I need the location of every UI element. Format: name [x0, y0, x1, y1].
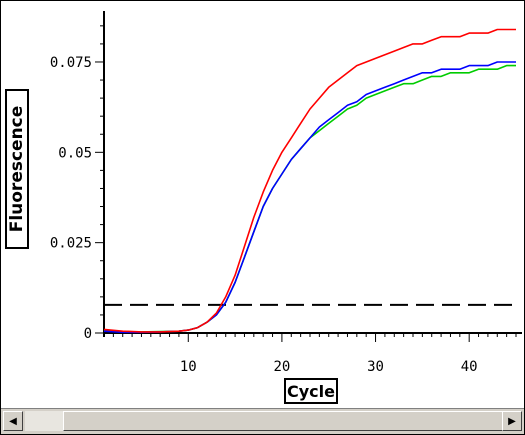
- x-tick-label: 40: [461, 359, 478, 375]
- x-tick-label: 30: [367, 359, 384, 375]
- series-line: [103, 61, 516, 334]
- y-tick-label: 0.05: [58, 145, 92, 161]
- chevron-right-icon: ▶: [508, 415, 516, 427]
- chevron-left-icon: ◀: [9, 415, 17, 427]
- scroll-left-button[interactable]: ◀: [3, 411, 23, 431]
- series-line: [103, 64, 516, 333]
- x-axis-title-text: Cycle: [287, 381, 335, 401]
- series-line: [103, 28, 516, 333]
- y-axis-title: Fluorescence: [5, 89, 29, 249]
- scrollbar-track[interactable]: [25, 411, 503, 431]
- scroll-right-button[interactable]: ▶: [502, 411, 522, 431]
- x-axis-title: Cycle: [284, 378, 338, 404]
- y-axis-title-text: Fluorescence: [7, 105, 27, 233]
- horizontal-scrollbar[interactable]: ◀ ▶: [1, 408, 524, 434]
- fluorescence-chart: 0 0.025 0.05 0.075 10 20 30 40: [50, 11, 522, 375]
- y-tick-label: 0: [84, 326, 92, 342]
- scrollbar-thumb[interactable]: [63, 411, 503, 431]
- y-tick-label: 0.025: [50, 236, 92, 252]
- x-tick-label: 20: [273, 359, 290, 375]
- x-tick-label: 10: [180, 359, 197, 375]
- y-tick-label: 0.075: [50, 55, 92, 71]
